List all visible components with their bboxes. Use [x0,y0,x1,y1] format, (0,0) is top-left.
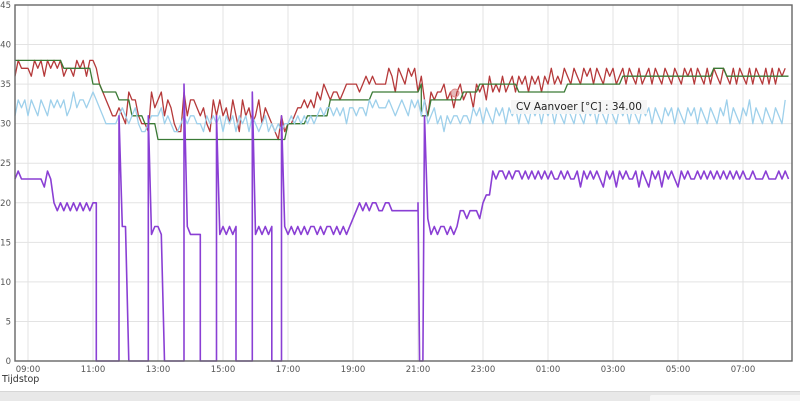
plot-frame [14,4,793,362]
x-tick-label: 23:00 [471,365,496,375]
grid-lines [15,5,792,361]
x-tick-label: 17:00 [276,365,301,375]
y-tick-label: 40 [0,41,11,51]
blue-series-line[interactable] [14,91,786,133]
x-tick-label: 09:00 [16,365,41,375]
red-series-line[interactable] [14,59,786,141]
y-tick-label: 35 [0,80,11,90]
x-tick-label: 19:00 [341,365,366,375]
y-tick-label: 20 [0,199,11,209]
y-tick-label: 45 [0,1,11,11]
bottom-toolbar [0,391,800,401]
bottom-right-panel [650,395,800,401]
x-axis-ticks: 09:00 11:00 13:00 15:00 17:00 19:00 21:00 23:00… [16,365,756,375]
y-tick-label: 5 [6,317,11,327]
x-tick-label: 07:00 [731,365,756,375]
purple-series-line[interactable] [14,83,790,362]
series-group[interactable] [14,59,790,362]
x-tick-label: 11:00 [81,365,106,375]
y-tick-label: 0 [6,357,11,367]
y-tick-label: 30 [0,120,11,130]
hover-marker [450,88,460,98]
x-tick-label: 03:00 [601,365,626,375]
x-tick-label: 21:00 [406,365,431,375]
y-tick-label: 10 [0,278,11,288]
chart-tooltip: CV Aanvoer [°C] : 34.00 [511,100,647,114]
x-tick-label: 13:00 [146,365,171,375]
y-axis-ticks: 0 5 10 15 20 25 30 35 40 45 [0,1,11,367]
y-tick-label: 25 [0,159,11,169]
x-axis-title: Tijdstop [2,374,40,385]
x-tick-label: 05:00 [666,365,691,375]
x-tick-label: 01:00 [536,365,561,375]
y-tick-label: 15 [0,238,11,248]
x-tick-label: 15:00 [211,365,236,375]
